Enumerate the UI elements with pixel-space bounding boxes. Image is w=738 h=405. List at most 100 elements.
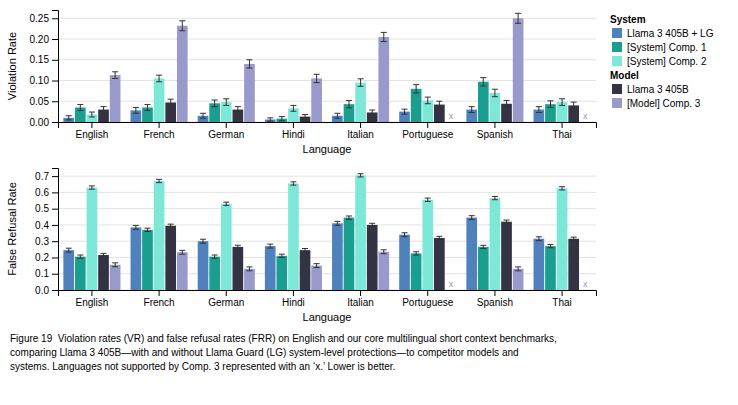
bar [98, 255, 109, 290]
y-tick-label: 0.1 [35, 268, 49, 279]
y-axis-line [52, 11, 59, 123]
error-bar [536, 237, 542, 241]
x-tick-mark [293, 122, 294, 128]
x-tick-mark [91, 290, 92, 296]
x-axis-title: Language [303, 311, 352, 323]
error-bar [346, 216, 352, 219]
y-tick-label: 0.7 [35, 171, 49, 182]
bar [87, 188, 98, 290]
x-tick: Spanish [477, 290, 513, 308]
x-tick-mark [159, 122, 160, 128]
bar [411, 253, 422, 290]
error-bar [381, 32, 387, 41]
bar [490, 198, 501, 290]
error-bar [413, 252, 419, 255]
error-bar [504, 100, 510, 107]
missing-marker: x [449, 111, 454, 121]
bar [332, 223, 343, 290]
x-tick: German [208, 290, 244, 308]
bar [244, 64, 255, 122]
error-bar [246, 60, 252, 68]
caption-line: Figure 19 Violation rates (VR) and false… [10, 333, 557, 344]
y-tick-label: 0.4 [35, 220, 49, 231]
y-tick-label: 0.15 [30, 54, 50, 65]
y-axis-title: False Refusal Rate [6, 182, 18, 276]
error-bar [314, 264, 320, 268]
legend-label: [System] Comp. 1 [627, 42, 707, 53]
x-tick-mark [494, 290, 495, 296]
error-bar [515, 13, 521, 23]
error-bar [279, 254, 285, 257]
error-bar [235, 245, 241, 248]
error-bar [212, 255, 218, 258]
legend-swatch [612, 84, 622, 94]
error-bar [436, 101, 442, 108]
caption-line: systems. Languages not supported by Comp… [10, 361, 395, 372]
y-tick-label: 0.20 [30, 34, 50, 45]
grid-line [58, 176, 596, 177]
x-tick-label: Italian [347, 129, 374, 140]
legend-swatch [612, 42, 622, 52]
error-bar [547, 244, 553, 247]
x-tick-mark [159, 290, 160, 296]
x-tick: German [208, 122, 244, 140]
legend-swatch [612, 98, 622, 108]
bar-series [110, 250, 524, 290]
bar [110, 75, 121, 122]
error-bar [425, 198, 431, 201]
error-bar [267, 118, 273, 121]
y-tick: 0.15 [30, 54, 58, 65]
y-tick: 0.25 [30, 13, 58, 24]
y-tick-label: 0.5 [35, 203, 49, 214]
x-tick-mark [494, 122, 495, 128]
x-tick: Thai [552, 290, 571, 308]
error-bar [425, 97, 431, 104]
bar [177, 26, 188, 122]
bar [545, 246, 556, 290]
bar-series [63, 107, 544, 122]
error-bar [334, 221, 340, 225]
error-bar [402, 109, 408, 114]
error-bar [168, 99, 174, 106]
bar [276, 256, 287, 290]
error-bar [77, 105, 83, 111]
x-tick: French [144, 122, 175, 140]
bar [378, 252, 389, 290]
y-tick-mark [52, 274, 58, 275]
y-tick-label: 0.6 [35, 187, 49, 198]
bar [378, 37, 389, 122]
panel: xx0.000.050.100.150.200.25EnglishFrenchG… [6, 11, 597, 156]
error-bar [559, 187, 565, 190]
error-bar [144, 228, 150, 231]
bar [399, 235, 410, 290]
y-tick-label: 0.10 [30, 75, 50, 86]
bar [568, 239, 579, 290]
bar [244, 269, 255, 290]
x-tick-mark [360, 122, 361, 128]
y-axis-line [52, 169, 59, 291]
x-tick: Portuguese [402, 290, 454, 308]
legend-label: Llama 3 405B + LG [627, 28, 714, 39]
error-bar [547, 101, 553, 108]
legend-label: Llama 3 405B [627, 84, 689, 95]
y-tick-label: 0.3 [35, 236, 49, 247]
error-bar [223, 99, 229, 106]
x-tick-label: Hindi [282, 129, 305, 140]
error-bar [559, 99, 565, 106]
error-bar [369, 110, 375, 115]
x-tick-label: Italian [347, 297, 374, 308]
error-bar [413, 85, 419, 93]
bar-series [110, 13, 524, 122]
legend-label: [System] Comp. 2 [627, 56, 707, 67]
bar [131, 227, 142, 290]
error-bar [246, 267, 252, 271]
x-tick-label: English [76, 297, 109, 308]
y-tick: 0.05 [30, 96, 58, 107]
bar [288, 183, 299, 290]
chart-root: xx0.000.050.100.150.200.25EnglishFrenchG… [0, 0, 738, 405]
error-bar [133, 225, 139, 229]
error-bar [112, 72, 118, 79]
error-bar [480, 78, 486, 86]
bar-series [98, 99, 579, 122]
y-tick-mark [52, 81, 58, 82]
